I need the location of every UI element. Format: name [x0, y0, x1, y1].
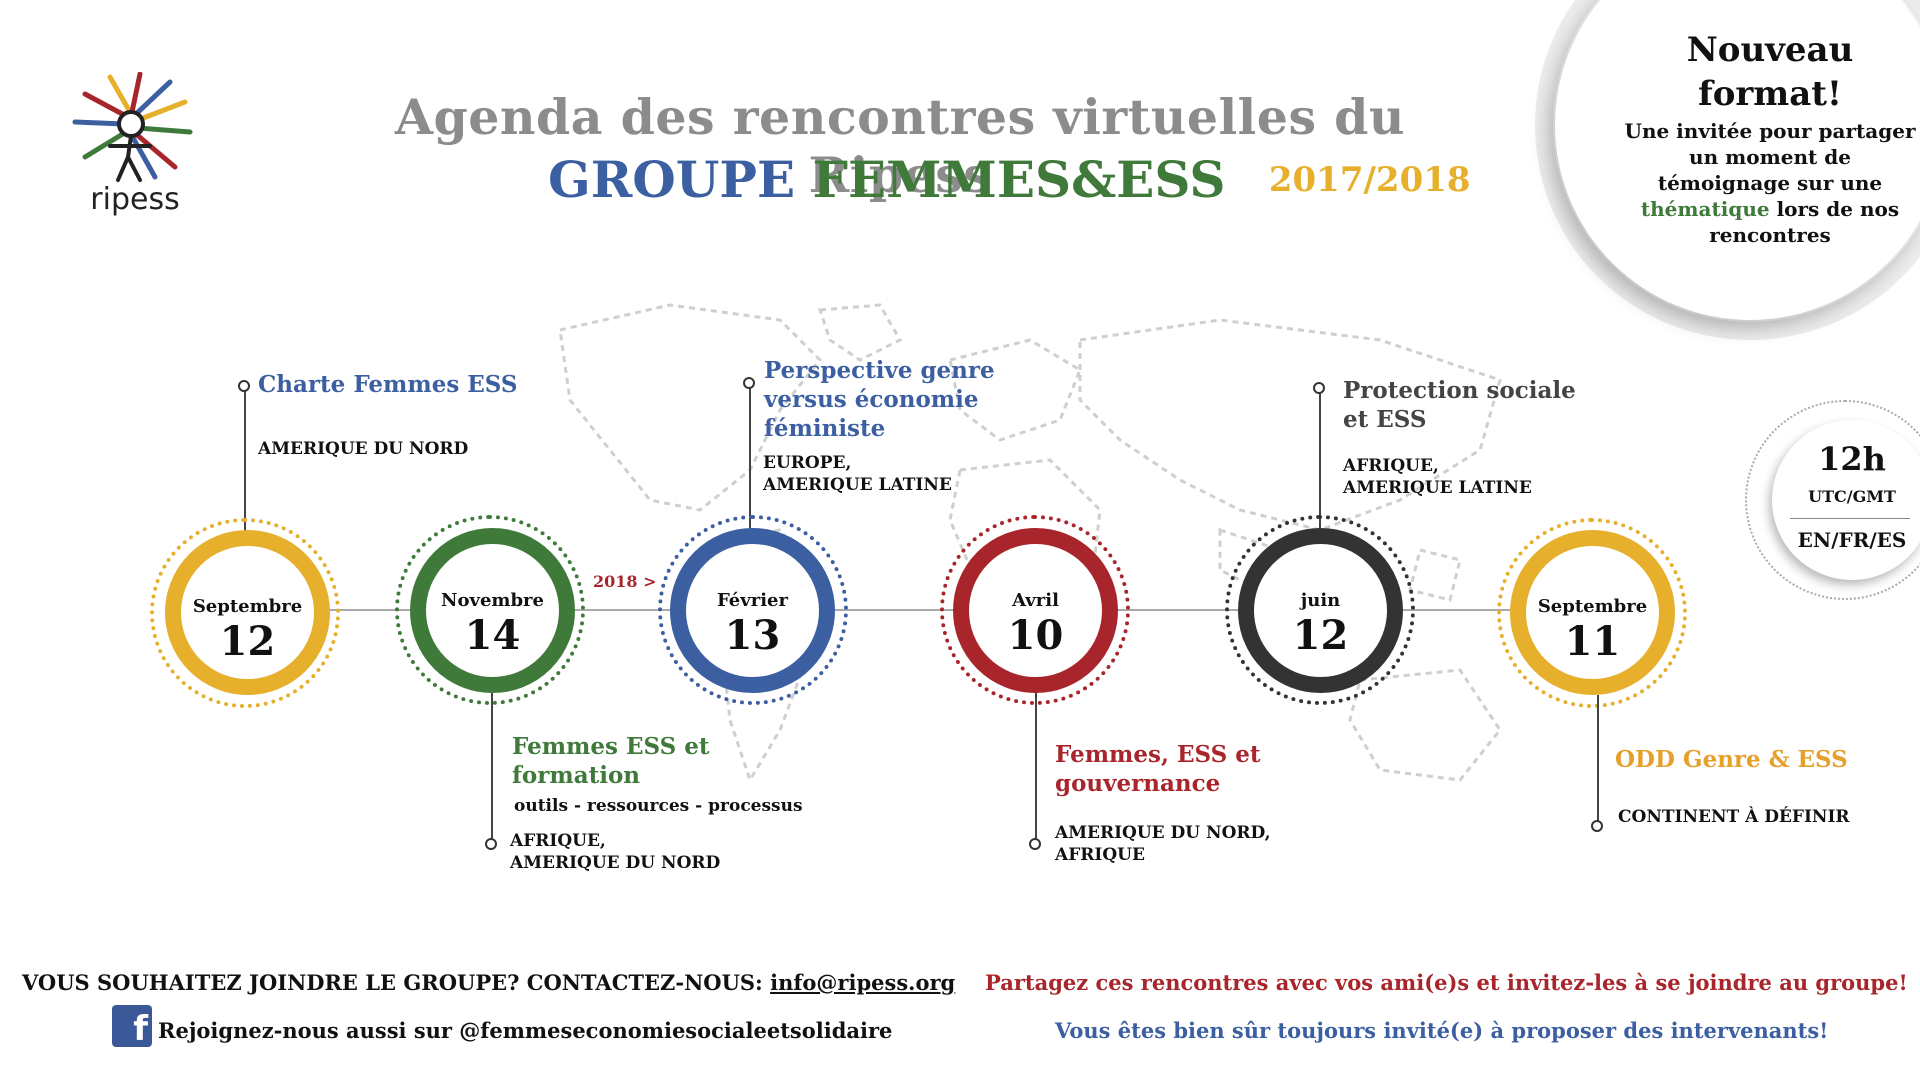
page-title: Agenda des rencontres virtuelles du Ripe… [394, 88, 1406, 204]
event-date-circle: Septembre 12 [165, 530, 330, 695]
event-region-line2: AMERIQUE LATINE [1343, 478, 1532, 498]
event-dot [1313, 382, 1325, 394]
event-region-line1: AFRIQUE, [1343, 456, 1439, 476]
event-dotted-ring [658, 515, 848, 705]
event-day: 13 [724, 612, 781, 659]
new-format-circle [1555, 0, 1920, 320]
event-title-line2: gouvernance [1055, 770, 1221, 797]
event-title: Perspective genre versus économie fémini… [764, 356, 995, 443]
event-title-line3: féministe [764, 415, 886, 442]
event-title: Femmes, ESS et gouvernance [1055, 740, 1260, 798]
page-subtitle: GROUPE FEMMES&ESS 2017/2018 [548, 150, 1471, 209]
event-title-line1: Femmes, ESS et [1055, 741, 1261, 768]
invite-text: Vous êtes bien sûr toujours invité(e) à … [1055, 1018, 1829, 1043]
event-date-circle: Septembre 11 [1510, 530, 1675, 695]
event-title-line2: versus économie [764, 386, 979, 413]
event-date-circle: Février 13 [670, 528, 835, 693]
event-dot [238, 380, 250, 392]
event-connector [1597, 695, 1599, 825]
event-dot [1591, 820, 1603, 832]
event-title-line1: Femmes ESS et [512, 733, 710, 760]
new-format-highlight: thématique [1640, 197, 1770, 221]
contact-email-link[interactable]: info@ripess.org [770, 970, 956, 995]
event-region-line1: AFRIQUE, [510, 831, 606, 851]
new-format-heading-line2: format! [1698, 74, 1842, 114]
event-day: 12 [1292, 612, 1349, 659]
event-day: 12 [219, 618, 276, 665]
event-month: Novembre [441, 590, 544, 611]
group-name: FEMMES&ESS [812, 150, 1226, 209]
timeline-line [245, 609, 1595, 611]
event-connector [1035, 693, 1037, 843]
event-region-line2: AMERIQUE LATINE [763, 475, 952, 495]
event-date-circle: Novembre 14 [410, 528, 575, 693]
event-region: AMERIQUE DU NORD, AFRIQUE [1055, 822, 1271, 866]
event-month: Septembre [1537, 596, 1648, 617]
event-dotted-ring [1497, 518, 1687, 708]
join-group-text: VOUS SOUHAITEZ JOINDRE LE GROUPE? CONTAC… [22, 970, 955, 995]
ripess-logo-icon [72, 72, 193, 182]
new-format-heading-line1: Nouveau [1686, 30, 1854, 70]
event-connector [1319, 390, 1321, 535]
event-region: EUROPE, AMERIQUE LATINE [763, 452, 952, 496]
event-title-line2: formation [512, 762, 641, 789]
time-badge-ring [1745, 400, 1920, 600]
time-languages: EN/FR/ES [1797, 528, 1907, 552]
time-hour: 12h [1818, 440, 1886, 478]
event-title-line2: et ESS [1343, 406, 1427, 433]
time-divider [1790, 518, 1910, 519]
share-text: Partagez ces rencontres avec vos ami(e)s… [985, 970, 1908, 995]
event-day: 11 [1564, 618, 1621, 665]
event-dotted-ring [1225, 515, 1415, 705]
event-title: ODD Genre & ESS [1615, 746, 1848, 773]
event-title: Femmes ESS et formation [512, 732, 709, 790]
event-title-line1: Protection sociale [1343, 377, 1576, 404]
event-month: Février [717, 590, 788, 611]
time-badge [1772, 420, 1920, 580]
event-title-line1: Perspective genre [764, 357, 995, 384]
event-dotted-ring [395, 515, 585, 705]
event-region-line2: AMERIQUE DU NORD [510, 853, 721, 873]
event-region-line1: AMERIQUE DU NORD, [1055, 823, 1271, 843]
join-text: VOUS SOUHAITEZ JOINDRE LE GROUPE? CONTAC… [22, 970, 763, 995]
event-month: juin [1300, 590, 1341, 611]
new-format-text-after: lors de nos rencontres [1709, 197, 1900, 247]
event-title: Charte Femmes ESS [258, 371, 518, 398]
event-region: AMERIQUE DU NORD [258, 439, 469, 459]
event-date-circle: juin 12 [1238, 528, 1403, 693]
facebook-icon[interactable]: f [112, 1005, 152, 1047]
new-format-text-before: Une invitée pour partager un moment de t… [1624, 119, 1916, 195]
time-zone: UTC/GMT [1808, 487, 1896, 506]
logo-text: ripess [90, 182, 180, 217]
event-date-circle: Avril 10 [953, 528, 1118, 693]
event-day: 10 [1007, 612, 1064, 659]
group-label: GROUPE [548, 150, 796, 209]
year-range: 2017/2018 [1268, 160, 1471, 200]
event-title: Protection sociale et ESS [1343, 376, 1576, 434]
event-dot [743, 377, 755, 389]
event-region: AFRIQUE, AMERIQUE LATINE [1343, 455, 1532, 499]
year-marker: 2018 > [593, 572, 657, 591]
event-region: CONTINENT À DÉFINIR [1618, 807, 1850, 827]
event-dot [1029, 838, 1041, 850]
event-month: Septembre [192, 596, 303, 617]
event-dot [485, 838, 497, 850]
event-connector [491, 693, 493, 843]
event-dotted-ring [150, 518, 340, 708]
facebook-text: Rejoignez-nous aussi sur @femmeseconomie… [158, 1018, 893, 1043]
event-region-line1: EUROPE, [763, 453, 852, 473]
event-region: AFRIQUE, AMERIQUE DU NORD [510, 830, 720, 874]
new-format-heading: Nouveau format! [1620, 28, 1920, 116]
event-day: 14 [464, 612, 521, 659]
event-month: Avril [1012, 590, 1059, 611]
event-connector [244, 390, 246, 540]
event-subtitle: outils - ressources - processus [514, 796, 803, 816]
event-connector [749, 385, 751, 535]
event-region-line2: AFRIQUE [1055, 845, 1145, 865]
new-format-description: Une invitée pour partager un moment de t… [1620, 118, 1920, 248]
